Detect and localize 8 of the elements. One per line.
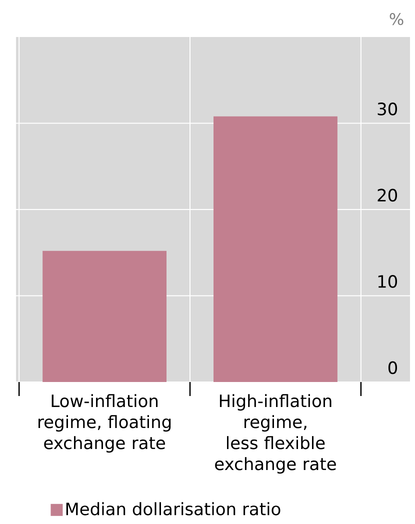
- y-tick-label: 20: [378, 188, 398, 202]
- legend-label: Median dollarisation ratio: [66, 502, 280, 516]
- y-tick-label: 0: [388, 361, 398, 374]
- x-tick-label: High-inflation regime, less flexible exchange rate: [215, 394, 336, 474]
- y-tick-label: 10: [378, 275, 398, 288]
- y-axis-title: %: [390, 13, 404, 26]
- x-tick-label: Low-inflation regime, floating exchange rate: [38, 394, 171, 453]
- y-tick-label: 30: [378, 102, 398, 116]
